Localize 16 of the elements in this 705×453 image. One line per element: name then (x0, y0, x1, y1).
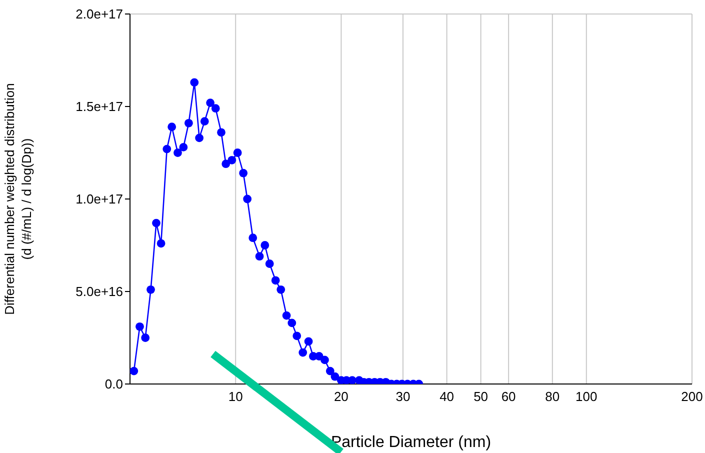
x-tick-label: 30 (396, 389, 410, 404)
y-axis-title: Differential number weighted distribution (d (#/mL) / d log(Dp)) (2, 83, 34, 315)
x-tick-label: 40 (440, 389, 454, 404)
x-tick-label: 200 (681, 389, 703, 404)
y-tick-label: 0.0 (104, 376, 123, 392)
y-tick-label: 5.0e+16 (76, 284, 123, 300)
y-tick-label: 1.5e+17 (76, 99, 123, 114)
x-tick-label: 10 (228, 389, 243, 404)
x-tick-label: 100 (576, 389, 598, 404)
x-tick-label: 20 (334, 389, 348, 404)
x-tick-label: 80 (545, 389, 560, 404)
x-tick-label: 50 (474, 389, 488, 404)
y-tick-label: 2.0e+17 (76, 6, 123, 22)
x-tick-label: 60 (501, 389, 516, 404)
x-axis-title: Particle Diameter (nm) (330, 434, 492, 451)
y-tick-label: 1.0e+17 (76, 192, 123, 207)
